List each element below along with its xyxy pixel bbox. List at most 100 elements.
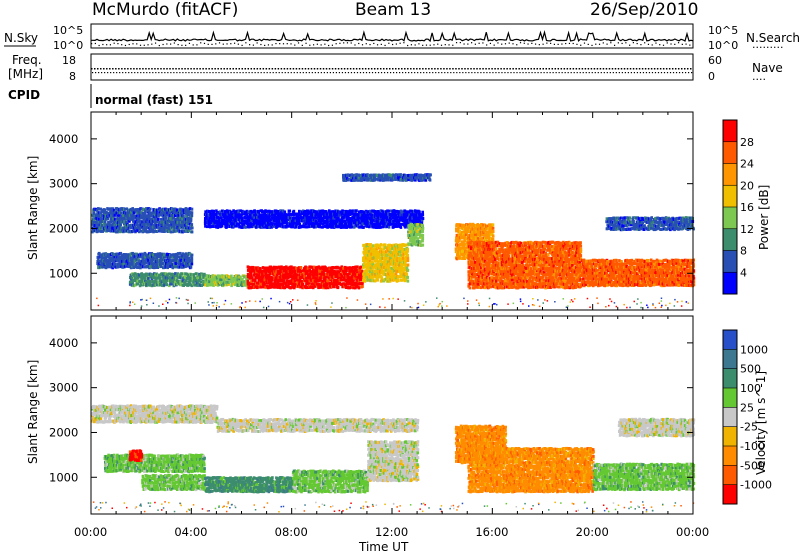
rti-cell [173,263,176,267]
rti-cell [185,222,189,226]
rti-cell [340,268,343,272]
nave-dot [600,72,602,74]
freq-dot [620,68,623,70]
noise-search-dot [471,42,473,44]
rti-cell [111,219,115,223]
nave-dot [167,72,169,74]
rti-cell [181,225,185,229]
rti-cell [276,273,279,277]
rti-cell [273,282,277,285]
noise-search-dot [689,44,691,46]
rti-cell [243,225,246,229]
rti-cell [221,281,224,285]
rti-cell [113,217,117,221]
nave-dot [489,72,491,74]
rti-cell [113,213,117,217]
nave-dot [125,72,127,74]
rti-cell [103,261,106,265]
freq-dot [641,68,644,70]
rti-cell [118,216,122,220]
rti-cell [157,280,160,284]
noise-search-dot [640,44,642,46]
rti-cell [261,216,264,220]
rti-cell [366,219,370,223]
rti-cell [149,211,152,215]
rti-cell [372,263,375,267]
rti-cell [245,216,248,220]
rti-cell [273,222,277,226]
freq-dot [404,68,406,70]
noise-search-dot [617,42,619,44]
freq-dot [142,68,144,70]
freq-dot [340,68,343,70]
rti-cell [113,221,117,224]
rti-cell [406,249,409,253]
rti-cell [401,266,404,270]
noise-search-dot [121,44,123,46]
rti-cell [253,215,256,219]
noise-search-dot [448,44,450,46]
rti-cell [255,270,258,274]
rti-cell [133,259,137,263]
rti-cell [133,276,137,280]
rti-cell [122,214,125,217]
rti-cell [333,279,337,282]
freq-dot [130,68,132,70]
rti-cell [310,273,313,277]
freq-dot [289,68,292,70]
freq-dot [199,68,201,70]
freq-dot [599,68,602,70]
noise-search-dot [662,44,665,46]
freq-dot [416,68,418,70]
nave-dot [627,72,629,74]
freq-dot [379,68,382,70]
rti-cell [274,212,278,216]
nave-dot [230,72,232,74]
noise-right-tick-top: 10^5 [708,24,738,37]
rti-cell [138,259,141,263]
rti-cell [128,253,131,257]
nave-dot [450,72,452,74]
freq-dot [103,68,105,70]
rti-cell [418,215,421,219]
rti-cell [285,285,289,288]
rti-cell [125,256,128,260]
rti-cell [232,224,236,228]
rti-cell [352,286,355,290]
rti-cell [185,225,189,229]
rti-cell [110,256,113,260]
rti-cell [337,210,340,214]
noise-search-dot [230,43,232,45]
rti-cell [100,253,103,257]
nave-dot [107,72,109,74]
rti-cell [138,262,141,266]
rti-cell [356,213,359,216]
rti-cell [240,281,244,285]
noise-search-dot [395,43,397,45]
rti-cell [291,271,294,275]
rti-cell [149,217,153,221]
rti-cell [190,284,194,288]
rti-cell [159,256,163,260]
rti-cell [112,259,116,263]
rti-cell [406,275,409,279]
rti-cell [270,225,273,229]
rti-cell [101,263,105,266]
rti-cell [387,249,390,253]
rti-cell [251,276,254,280]
rti-cell [395,221,399,225]
nave-dot [302,72,304,74]
freq-dot [431,68,433,70]
nave-dot [615,72,617,74]
rti-cell [306,268,310,272]
nave-dot [275,72,277,74]
nave-dot [98,72,100,74]
nave-dot [420,72,422,74]
rti-cell [371,279,375,283]
rti-cell [241,219,245,223]
freq-dot [334,68,337,70]
rti-cell [337,216,340,220]
freq-dot [235,68,237,70]
rti-cell [105,223,108,227]
rti-cell [378,246,381,250]
